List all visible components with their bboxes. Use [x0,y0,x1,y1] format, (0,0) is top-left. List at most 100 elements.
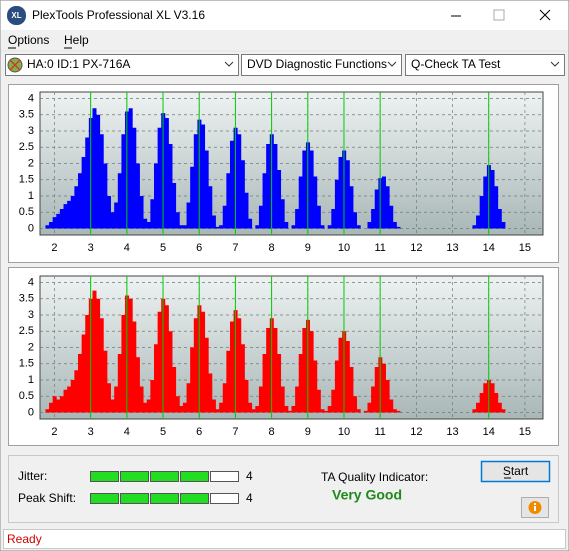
bar [353,212,358,229]
bar [273,144,278,229]
bar [211,399,216,413]
menu-item[interactable]: Options [8,33,49,47]
bar [168,331,173,413]
test-combo[interactable] [405,54,565,76]
bar [374,189,379,229]
bar [494,186,499,229]
x-tick-label: 9 [305,426,311,438]
x-tick-label: 7 [232,426,238,438]
meter-segment [120,471,149,482]
bar [153,344,159,413]
bar [284,406,289,413]
bar [363,410,368,413]
x-tick-label: 5 [160,242,166,254]
bar [85,137,90,229]
bar [49,222,54,229]
bar [114,202,119,229]
bar [132,321,137,413]
bar [396,410,401,413]
meter-segment [180,493,209,504]
bar [74,186,79,229]
bar [291,406,296,413]
bar [497,402,502,413]
bar [110,399,115,413]
bar [150,199,155,229]
title-bar [1,1,568,30]
bar [226,350,231,413]
bar [175,396,180,413]
menu-item[interactable]: Help [64,33,89,47]
bar [334,179,339,229]
bar [110,212,115,229]
bar [153,163,159,229]
bar [479,393,484,413]
bar [204,337,209,413]
bar [309,331,314,413]
bar [150,380,155,413]
bar [67,200,72,229]
bar [356,225,361,229]
start-button-text: Start [503,464,529,478]
x-tick-label: 8 [269,426,275,438]
close-button[interactable] [539,9,551,21]
ta-quality-label: TA Quality Indicator: [321,470,428,484]
y-tick-label: 1 [28,190,34,202]
x-tick-label: 8 [269,242,275,254]
x-tick-label: 14 [483,426,495,438]
bar [70,196,75,229]
y-tick-label: 3.5 [19,109,34,121]
bar [190,166,195,229]
bar [280,199,285,229]
bar [277,354,282,413]
bar [179,406,184,413]
x-tick-label: 13 [446,242,458,254]
results-panel [8,455,559,523]
x-tick-label: 12 [410,426,422,438]
start-button[interactable] [480,460,551,483]
bar [204,150,209,229]
bar [219,402,224,413]
bar [476,215,481,229]
y-tick-label: 4 [28,92,34,104]
x-tick-label: 10 [338,242,350,254]
x-tick-label: 13 [446,426,458,438]
bar [45,225,50,229]
bar [291,225,296,229]
bar [266,144,271,229]
y-tick-label: 2 [28,341,34,353]
bar [146,222,151,229]
drive-combo[interactable] [5,54,239,76]
meters [90,471,239,504]
info-icon-dot [534,503,536,505]
bar [193,318,198,413]
y-tick-label: 3.5 [19,293,34,305]
peak-shift-value: 4 [246,491,253,505]
jitter-label: Jitter: [18,469,47,483]
bar [132,127,137,229]
bar [139,196,144,229]
bar [143,402,148,413]
bar [385,380,390,413]
x-tick-label: 4 [124,426,130,438]
bar [85,315,90,413]
info-icon-bar [534,506,536,511]
bar [128,108,133,229]
y-tick-label: 2 [28,157,34,169]
bar [193,134,198,229]
bar [248,402,253,413]
y-tick-label: 3 [28,125,34,137]
maximize-button[interactable] [493,9,505,21]
bar [273,328,278,413]
bar [106,383,111,413]
function-combo[interactable] [241,54,402,76]
bar [320,225,325,229]
jitter-value: 4 [246,469,253,483]
bar [208,186,213,229]
bar [219,225,224,229]
bar [67,386,72,413]
bar [295,386,300,413]
bar [490,170,495,229]
bar [49,402,54,413]
bar [222,383,227,413]
